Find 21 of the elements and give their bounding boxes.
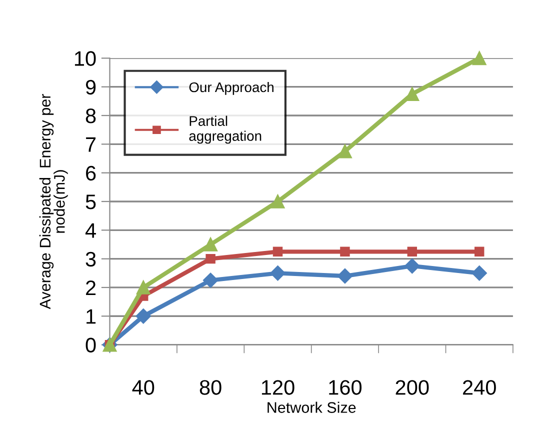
y-tick-label: 9 — [86, 80, 96, 95]
y-tick-label: 10 — [74, 51, 96, 66]
legend-label: Our Approach — [189, 82, 274, 95]
y-tick-label: 5 — [86, 194, 96, 210]
y-axis-title: Average Dissipated Energy per node(mJ) — [39, 94, 68, 310]
x-axis-title: Network Size — [268, 402, 356, 413]
y-tick-label: 7 — [86, 137, 96, 152]
x-tick-label: 240 — [463, 380, 496, 395]
x-tick-label: 200 — [396, 380, 429, 395]
x-tick-label: 120 — [262, 380, 294, 395]
y-tick-label: 0 — [86, 338, 96, 353]
y-tick-label: 4 — [85, 223, 96, 238]
y-tick-label: 3 — [86, 252, 96, 267]
legend-label: Partial aggregation — [189, 116, 262, 144]
x-tick-label: 80 — [200, 380, 222, 395]
x-tick-label: 160 — [329, 380, 362, 395]
y-tick-label: 1 — [86, 309, 96, 324]
y-tick-label: 6 — [86, 166, 96, 181]
y-tick-label: 8 — [86, 108, 96, 124]
y-tick-label: 2 — [86, 280, 96, 296]
x-tick-label: 40 — [132, 380, 154, 395]
